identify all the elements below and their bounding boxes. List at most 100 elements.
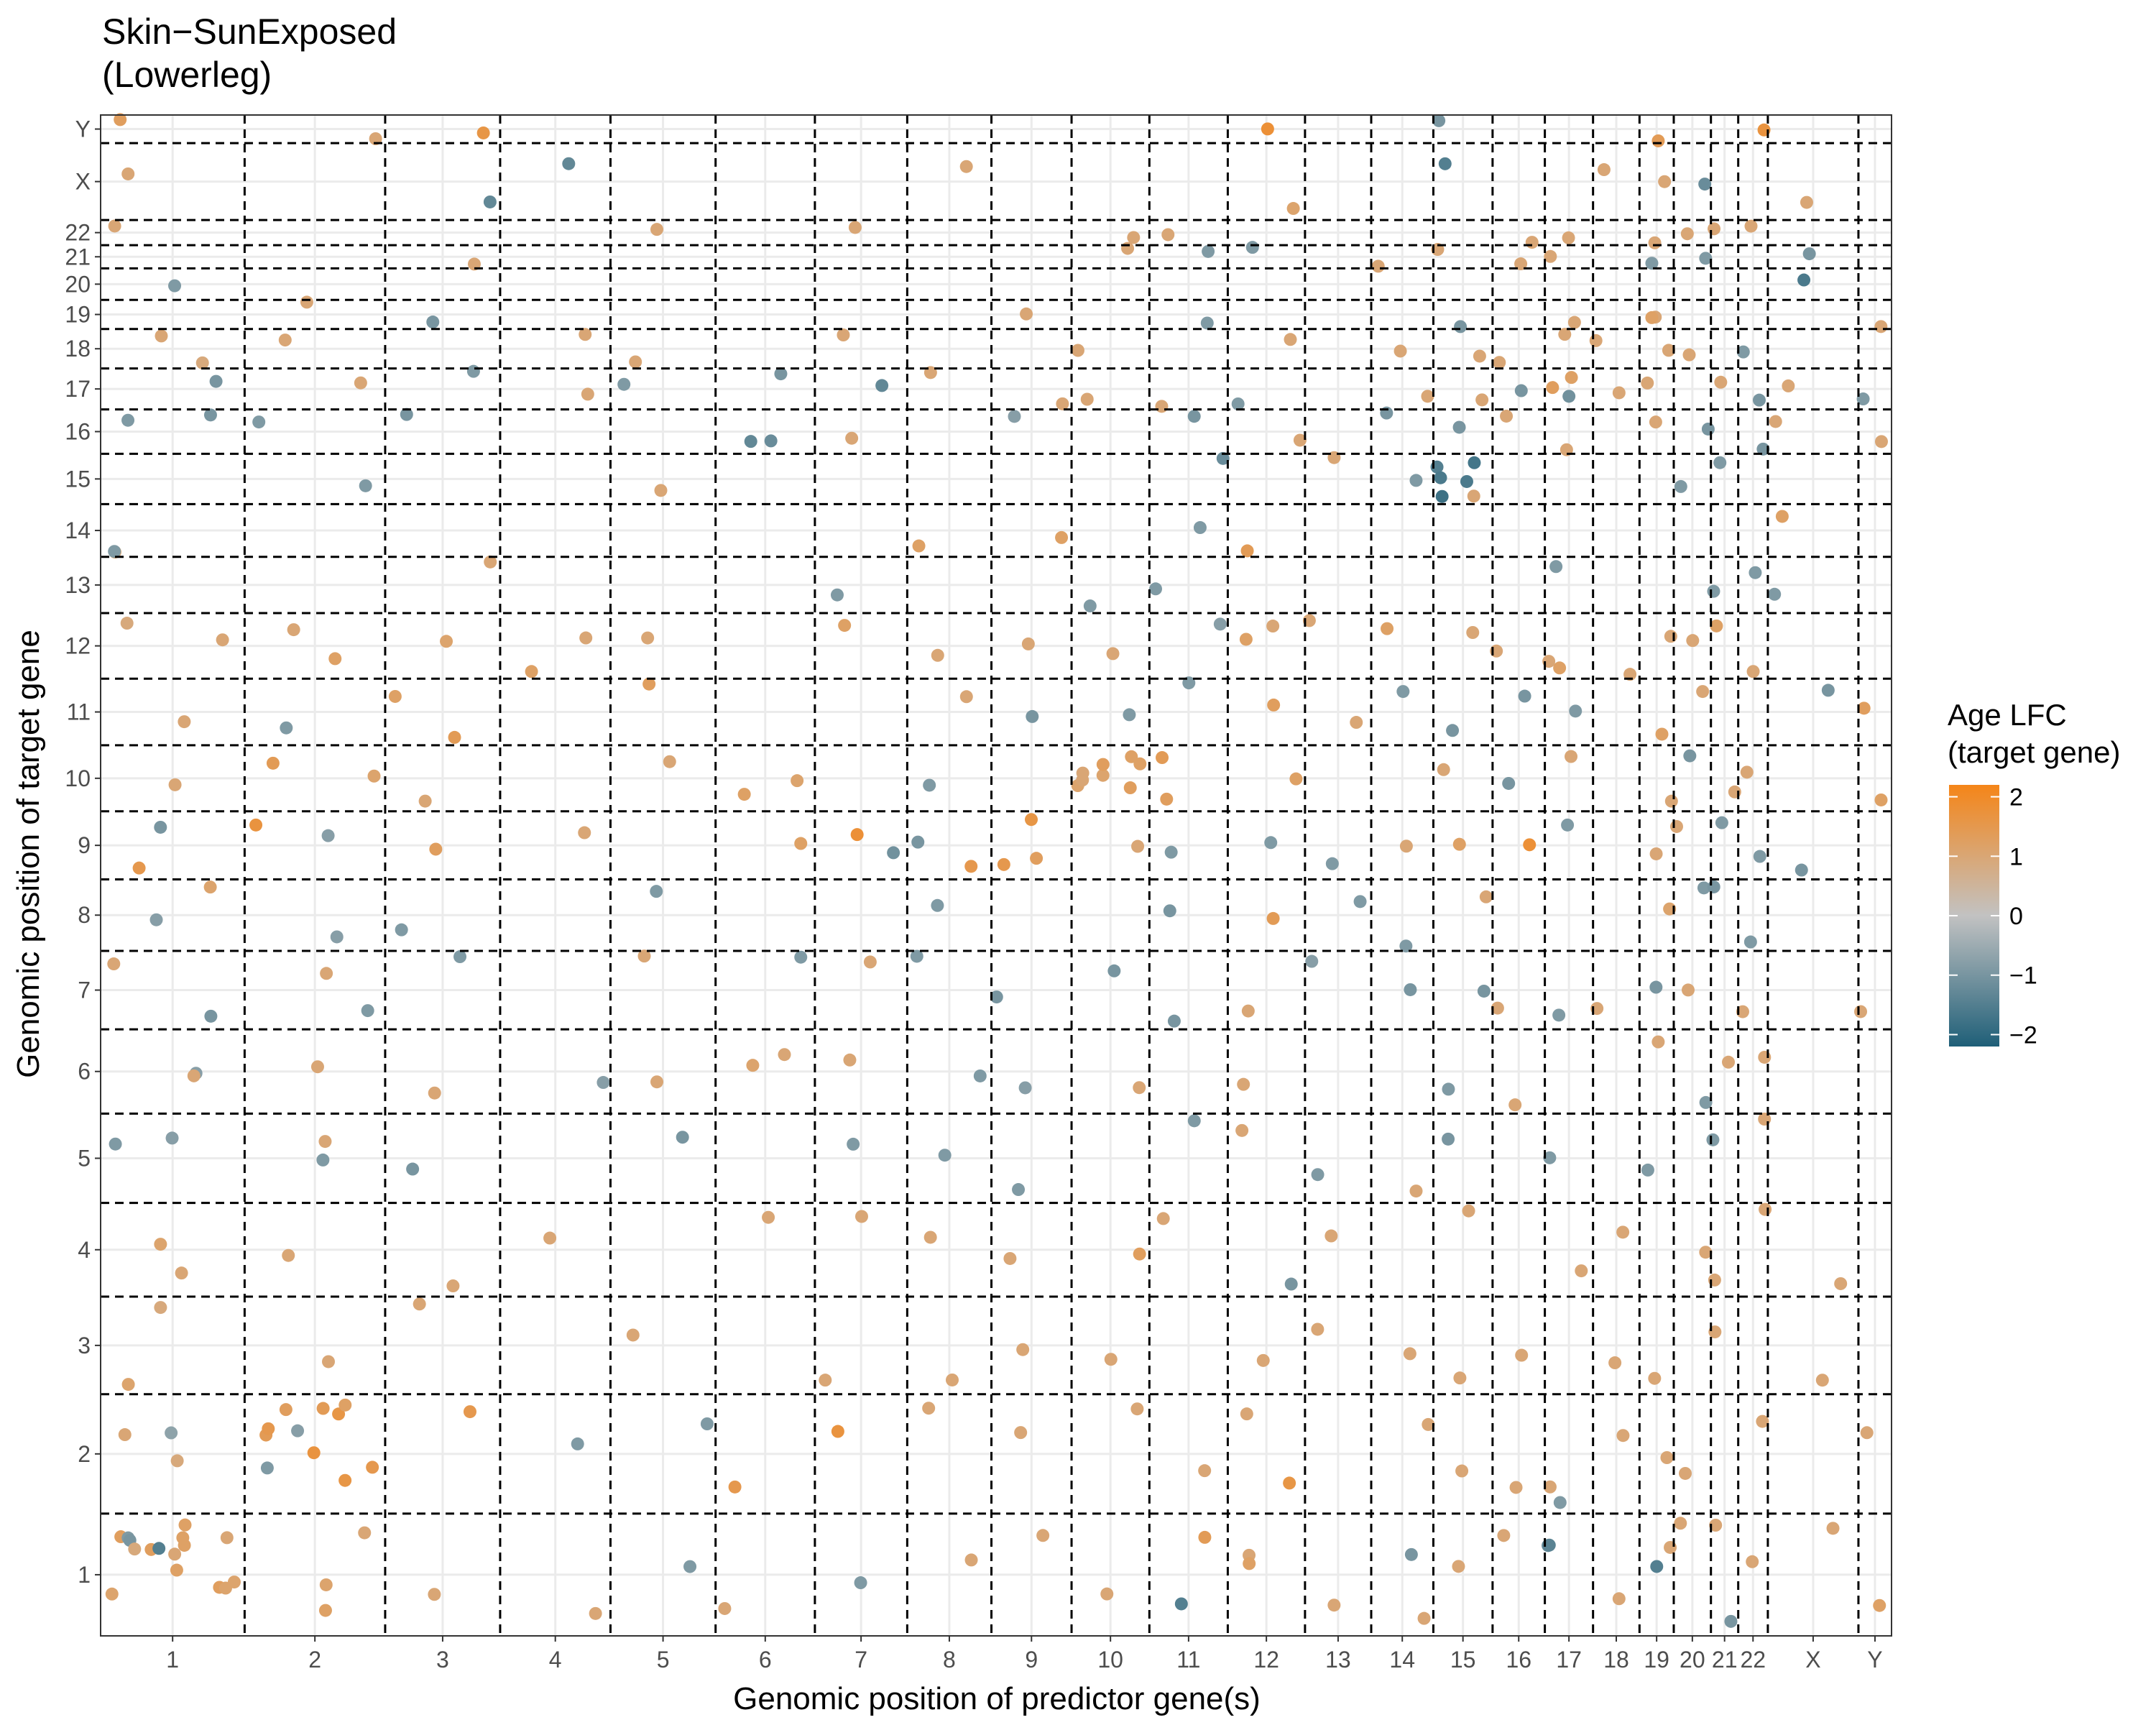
data-point [1167, 1014, 1181, 1028]
data-point [1442, 1132, 1455, 1146]
data-point [1435, 489, 1449, 503]
data-point [1782, 379, 1795, 392]
data-point [1240, 1407, 1253, 1421]
y-tick-label: 14 [65, 518, 91, 543]
data-point [1491, 1001, 1504, 1015]
data-point [418, 794, 432, 808]
data-point [1696, 685, 1710, 699]
data-point [887, 846, 900, 860]
data-point [1664, 794, 1678, 808]
data-point [1399, 840, 1413, 853]
data-point [1669, 819, 1683, 833]
data-point [466, 364, 480, 378]
data-point [260, 1461, 274, 1475]
data-point [1648, 236, 1662, 249]
data-point [1289, 772, 1303, 786]
data-point [1514, 384, 1528, 397]
data-point [358, 1526, 372, 1540]
data-point [1681, 983, 1695, 997]
x-axis-label: Genomic position of predictor gene(s) [733, 1681, 1261, 1716]
data-point [316, 1153, 330, 1167]
data-point [1477, 984, 1491, 998]
data-point [428, 1086, 441, 1100]
data-point [1381, 622, 1394, 635]
data-point [1562, 390, 1576, 403]
data-point [354, 376, 367, 390]
data-point [176, 1531, 190, 1545]
data-point [1753, 850, 1766, 863]
data-point [683, 1560, 697, 1573]
data-point [287, 623, 300, 637]
data-point [1036, 1529, 1050, 1542]
data-point [1149, 582, 1163, 596]
data-point [155, 329, 168, 343]
data-point [1422, 1417, 1435, 1431]
data-point [1266, 911, 1280, 925]
data-point [1701, 422, 1715, 436]
data-point [154, 1238, 167, 1251]
data-point [1567, 316, 1581, 329]
y-tick-label: 10 [65, 765, 91, 791]
data-point [1071, 344, 1084, 357]
y-tick-label: 6 [78, 1059, 91, 1085]
data-point [307, 1446, 321, 1460]
data-point [321, 829, 335, 842]
data-point [959, 160, 973, 173]
x-tick-label: 9 [1025, 1647, 1038, 1673]
data-point [1020, 307, 1033, 321]
data-point [1438, 157, 1452, 170]
data-point [1237, 1077, 1250, 1091]
data-point [746, 1059, 760, 1072]
data-point [1467, 489, 1480, 503]
data-point [291, 1424, 305, 1438]
data-point [1200, 316, 1214, 330]
data-point [220, 1531, 234, 1545]
legend-subtitle: (target gene) [1948, 735, 2121, 769]
data-point [1404, 1547, 1418, 1561]
data-point [1589, 334, 1603, 347]
data-point [650, 223, 664, 236]
data-point [187, 1069, 201, 1082]
legend-tick-label: −1 [2009, 962, 2037, 990]
x-tick-label: 7 [854, 1647, 867, 1673]
y-tick-label: 22 [65, 220, 91, 246]
data-point [831, 1425, 844, 1438]
data-point [626, 1328, 640, 1342]
data-point [1500, 409, 1514, 423]
data-point [1417, 1611, 1431, 1625]
data-point [1756, 1414, 1769, 1428]
data-point [484, 555, 497, 569]
data-point [165, 1131, 179, 1145]
data-point [1821, 684, 1835, 697]
y-tick-label: 3 [78, 1333, 91, 1358]
data-point [863, 955, 877, 969]
data-point [108, 545, 121, 558]
data-point [121, 167, 135, 180]
data-point [316, 1402, 330, 1415]
data-point [1651, 1035, 1665, 1049]
data-point [1682, 348, 1696, 362]
data-point [791, 774, 804, 788]
data-point [1080, 392, 1094, 406]
data-point [1514, 257, 1528, 271]
data-point [1018, 1081, 1032, 1095]
data-point [1558, 328, 1572, 341]
data-point [1163, 904, 1176, 918]
data-point [581, 387, 594, 401]
data-point [1623, 668, 1637, 681]
data-point [845, 431, 859, 445]
data-point [1161, 228, 1175, 242]
data-point [429, 842, 443, 856]
data-point [1561, 818, 1575, 832]
data-point [794, 950, 808, 964]
data-point [617, 377, 631, 391]
data-point [1565, 750, 1578, 763]
data-point [774, 367, 788, 381]
x-tick-label: 20 [1680, 1647, 1705, 1673]
data-point [109, 1137, 122, 1151]
data-point [990, 990, 1003, 1004]
data-point [463, 1405, 476, 1419]
data-point [1130, 1402, 1144, 1416]
data-point [1325, 857, 1339, 870]
x-tick-label: X [1805, 1647, 1820, 1673]
